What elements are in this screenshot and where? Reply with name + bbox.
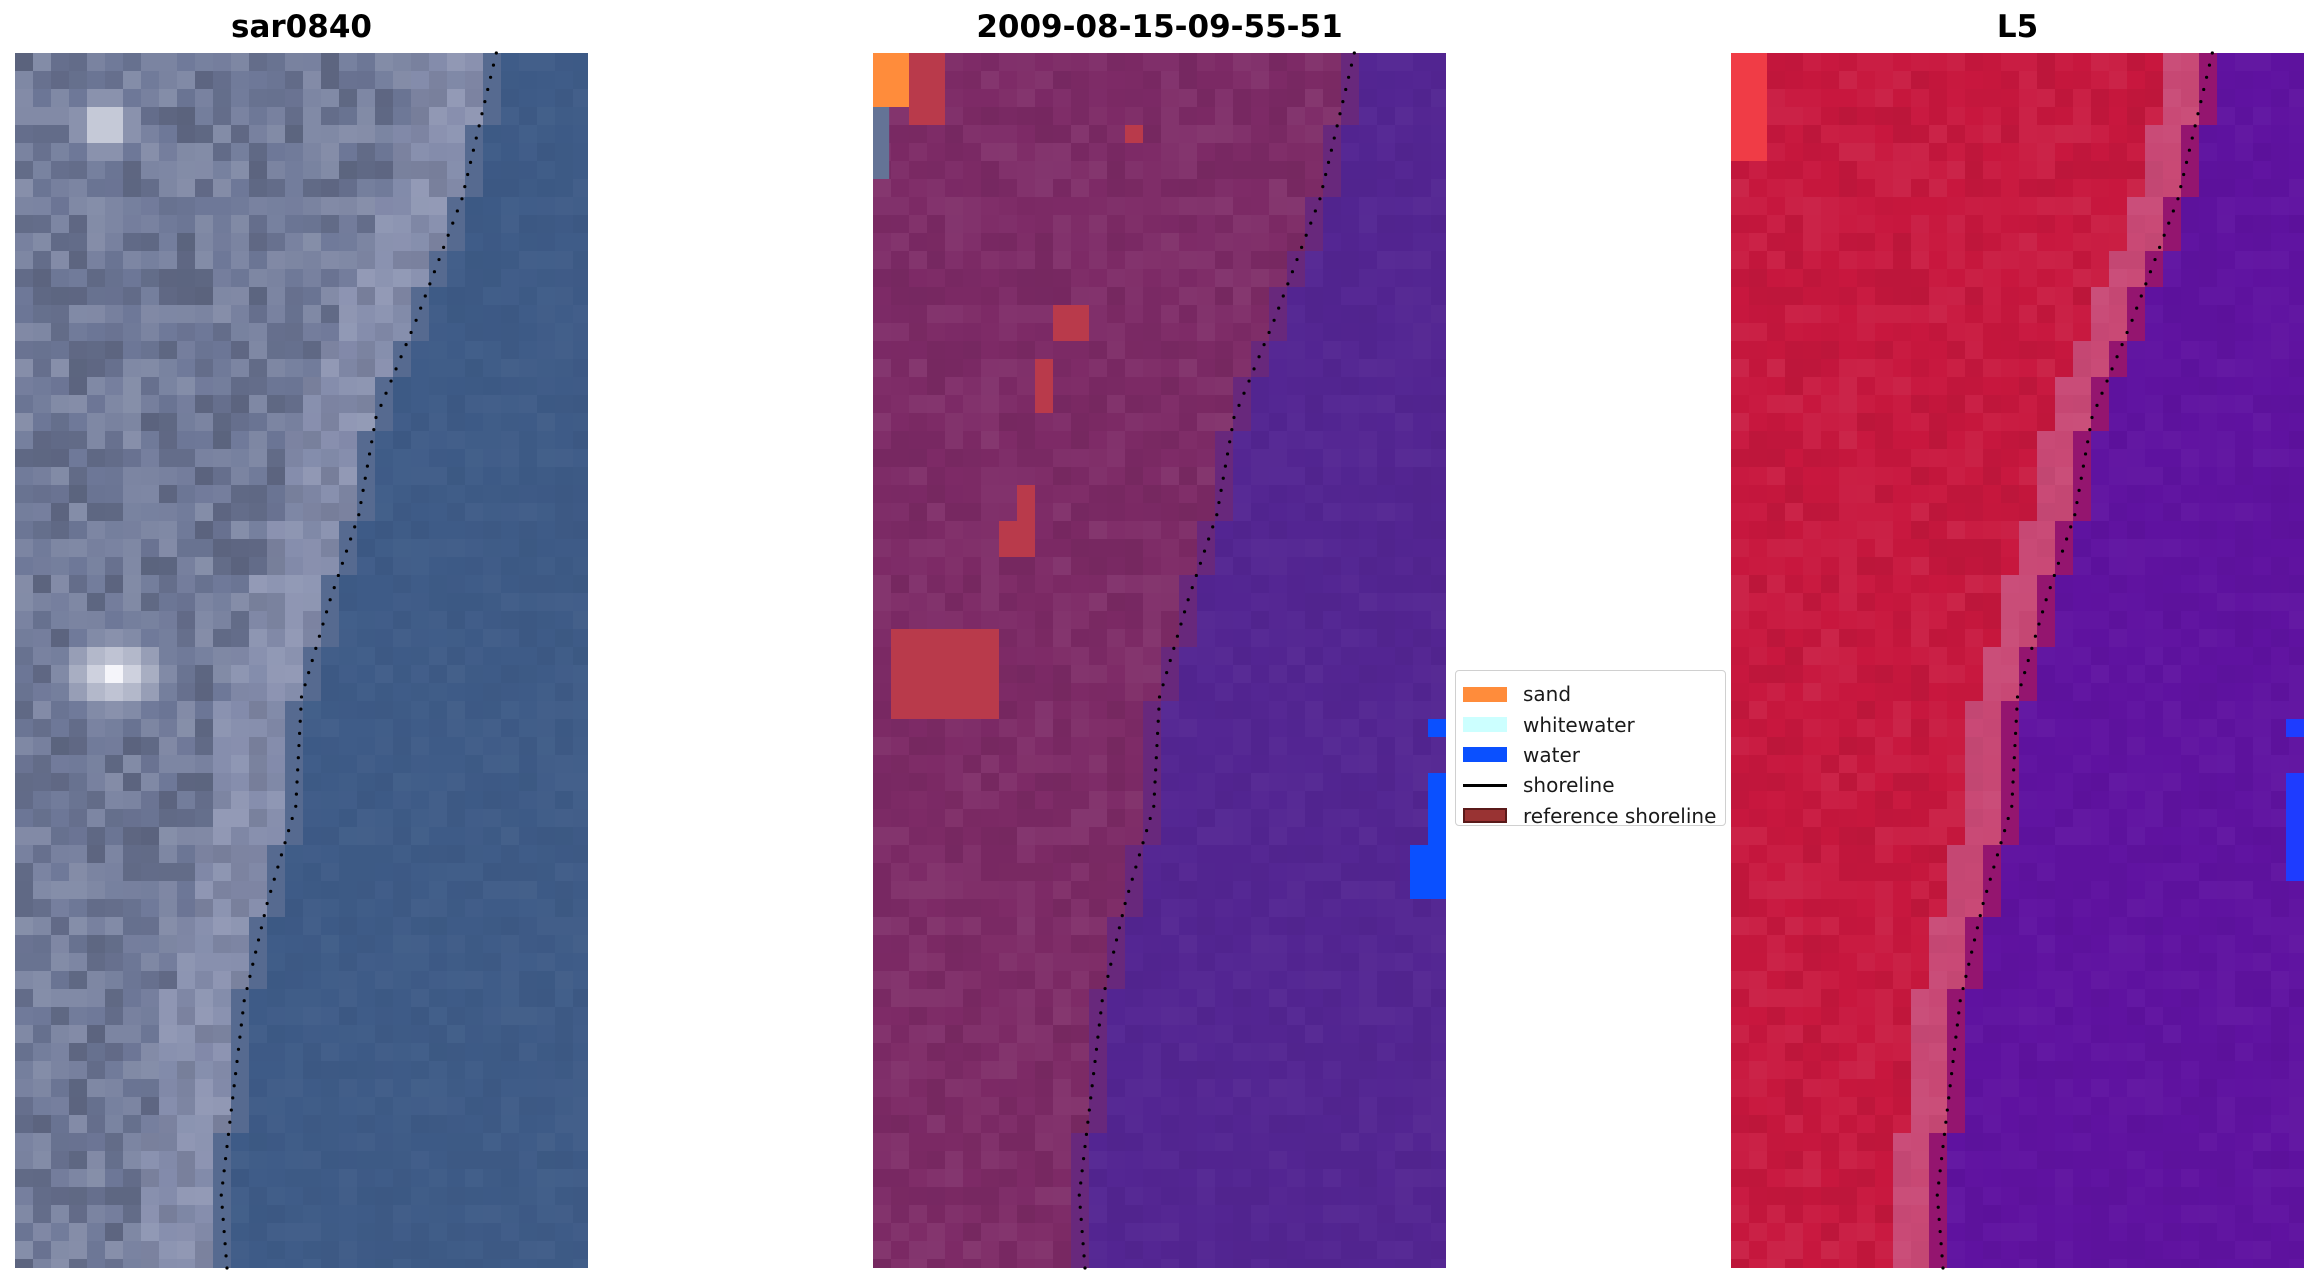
panel-title-index: L5 (1996, 9, 2039, 45)
panel-title-classified: 2009-08-15-09-55-51 (976, 9, 1343, 45)
legend-label: sand (1523, 682, 1572, 707)
reference-shoreline-swatch (1463, 808, 1507, 824)
legend-label: whitewater (1523, 712, 1635, 737)
legend-item-reference-shoreline: reference shoreline (1456, 801, 1725, 831)
classified-image-panel: 2009-08-15-09-55-51 (873, 9, 1446, 1270)
legend-label: reference shoreline (1523, 803, 1717, 828)
legend-item-whitewater: whitewater (1456, 709, 1725, 739)
shoreline-line-swatch (1463, 783, 1507, 787)
panel-title-sar: sar0840 (231, 9, 372, 45)
legend-item-water: water (1456, 740, 1725, 770)
water-swatch (1463, 747, 1507, 763)
whitewater-swatch (1463, 717, 1507, 733)
legend-label: water (1523, 742, 1580, 767)
sar-image (15, 53, 588, 1268)
legend-item-sand: sand (1456, 679, 1725, 709)
classified-image (873, 53, 1446, 1268)
index-image (1731, 53, 2304, 1268)
sar-image-panel: sar0840 (15, 9, 588, 1270)
legend: sand whitewater water shoreline referenc… (1455, 670, 1726, 828)
legend-label: shoreline (1523, 773, 1615, 798)
sand-swatch (1463, 686, 1507, 702)
index-image-panel: L5 (1731, 9, 2304, 1270)
legend-item-shoreline: shoreline (1456, 770, 1725, 800)
